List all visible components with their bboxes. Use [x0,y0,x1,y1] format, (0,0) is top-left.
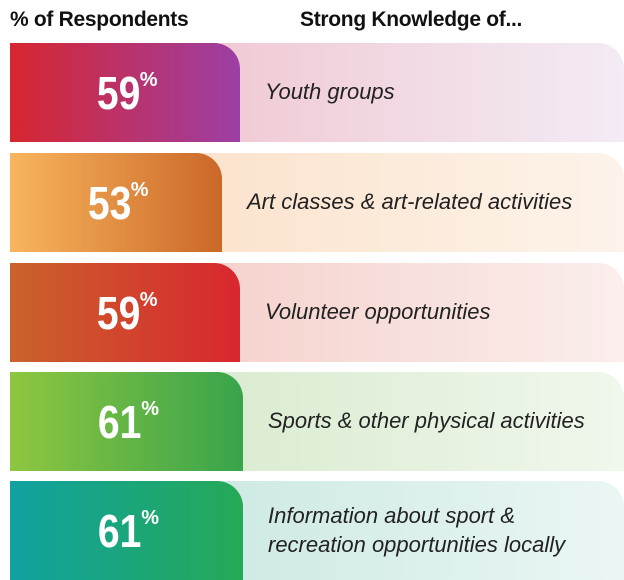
row: 59% Volunteer opportunities [10,263,624,362]
value: 53 [87,176,131,229]
value-panel: 59% [10,263,240,362]
header-right: Strong Knowledge of... [300,8,523,31]
label: Information about sport & recreation opp… [268,502,566,557]
unit: % [141,398,159,420]
row: 61% Information about sport & recreation … [10,481,624,580]
value-panel: 59% [10,43,240,142]
unit: % [139,69,158,91]
row: 59% Youth groups [10,43,624,142]
label: Sports & other physical activities [268,408,585,434]
row: 53% Art classes & art-related activities [10,153,624,252]
value-panel: 53% [10,153,222,252]
value-panel: 61% [10,481,243,580]
label: Youth groups [265,79,395,105]
unit: % [130,179,149,201]
value-panel: 61% [10,372,243,471]
unit: % [141,507,159,529]
header-left: % of Respondents [10,8,189,31]
value: 59 [96,66,140,119]
value: 59 [96,286,140,339]
row: 61% Sports & other physical activities [10,372,624,471]
value: 61 [97,504,142,557]
label: Volunteer opportunities [265,299,491,325]
value: 61 [97,395,142,448]
label: Art classes & art-related activities [247,189,573,215]
unit: % [139,289,158,311]
